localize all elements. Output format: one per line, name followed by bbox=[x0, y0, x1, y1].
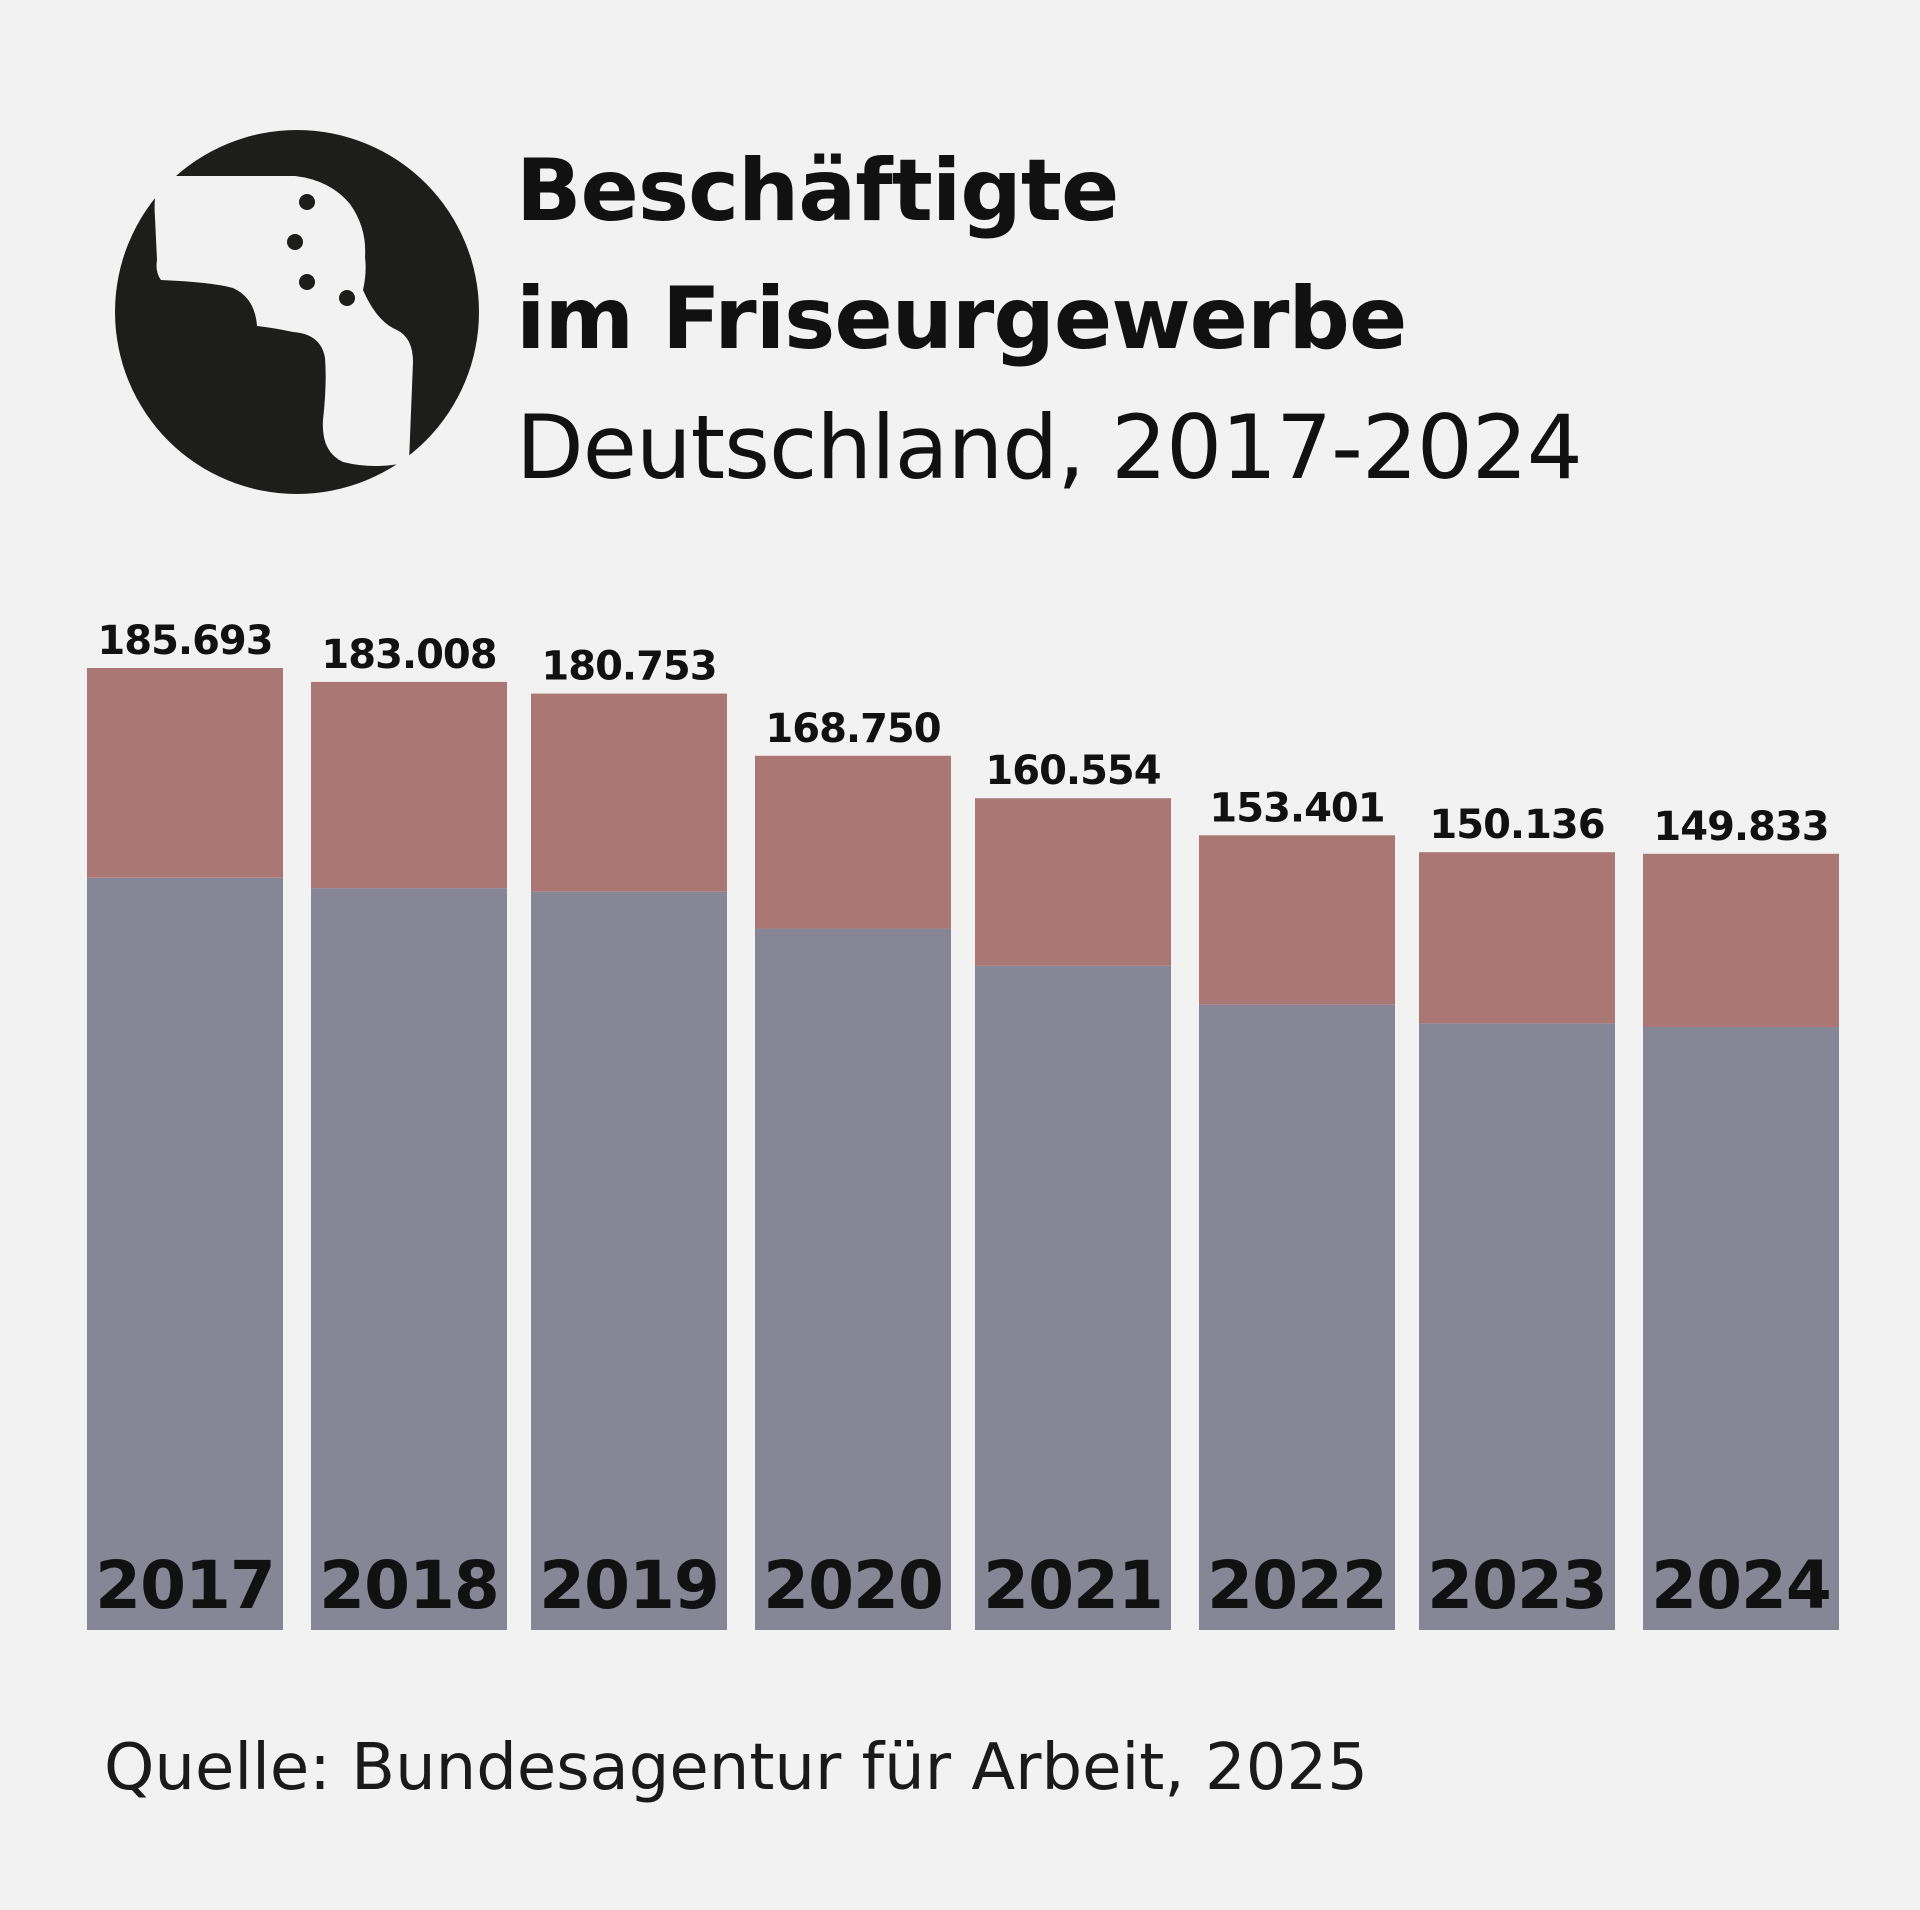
bar-category-label-2020: 2020 bbox=[763, 1547, 943, 1624]
bar-category-label-2023: 2023 bbox=[1427, 1547, 1607, 1624]
bar-value-label-2021: 160.554 bbox=[985, 748, 1160, 794]
bar-top-segment-2021 bbox=[975, 798, 1171, 966]
source-note: Quelle: Bundesagentur für Arbeit, 2025 bbox=[104, 1731, 1368, 1805]
bar-top-segment-2017 bbox=[87, 668, 283, 878]
bar-bottom-segment-2019 bbox=[531, 891, 727, 1630]
bar-top-segment-2024 bbox=[1643, 853, 1839, 1027]
bar-top-segment-2020 bbox=[755, 755, 951, 929]
chart-title-line2: im Friseurgewerbe bbox=[516, 269, 1407, 369]
bar-bottom-segment-2022 bbox=[1199, 1004, 1395, 1630]
bar-value-label-2020: 168.750 bbox=[765, 706, 940, 752]
bar-value-label-2024: 149.833 bbox=[1653, 804, 1828, 850]
bar-category-label-2018: 2018 bbox=[319, 1547, 499, 1624]
bar-value-label-2022: 153.401 bbox=[1209, 785, 1384, 831]
bar-top-segment-2022 bbox=[1199, 835, 1395, 1005]
bar-category-label-2019: 2019 bbox=[539, 1547, 719, 1624]
bar-bottom-segment-2024 bbox=[1643, 1026, 1839, 1630]
chart-title-line1: Beschäftigte bbox=[516, 141, 1119, 241]
bar-bottom-segment-2017 bbox=[87, 877, 283, 1630]
bar-top-segment-2023 bbox=[1419, 852, 1615, 1024]
chart-subtitle: Deutschland, 2017-2024 bbox=[516, 396, 1583, 499]
bar-bottom-segment-2021 bbox=[975, 965, 1171, 1630]
bar-bottom-segment-2020 bbox=[755, 928, 951, 1630]
bar-top-segment-2019 bbox=[531, 693, 727, 892]
bar-category-label-2021: 2021 bbox=[983, 1547, 1163, 1624]
bar-category-label-2017: 2017 bbox=[95, 1547, 275, 1624]
bar-bottom-segment-2023 bbox=[1419, 1023, 1615, 1630]
bar-value-label-2023: 150.136 bbox=[1429, 802, 1604, 848]
bar-category-label-2024: 2024 bbox=[1651, 1547, 1831, 1624]
hair-dryer-icon bbox=[115, 130, 479, 494]
bar-value-label-2018: 183.008 bbox=[321, 632, 496, 678]
bar-category-label-2022: 2022 bbox=[1207, 1547, 1387, 1624]
bar-value-label-2019: 180.753 bbox=[541, 644, 716, 690]
bar-bottom-segment-2018 bbox=[311, 888, 507, 1630]
bar-value-label-2017: 185.693 bbox=[97, 618, 272, 664]
bar-top-segment-2018 bbox=[311, 681, 507, 889]
